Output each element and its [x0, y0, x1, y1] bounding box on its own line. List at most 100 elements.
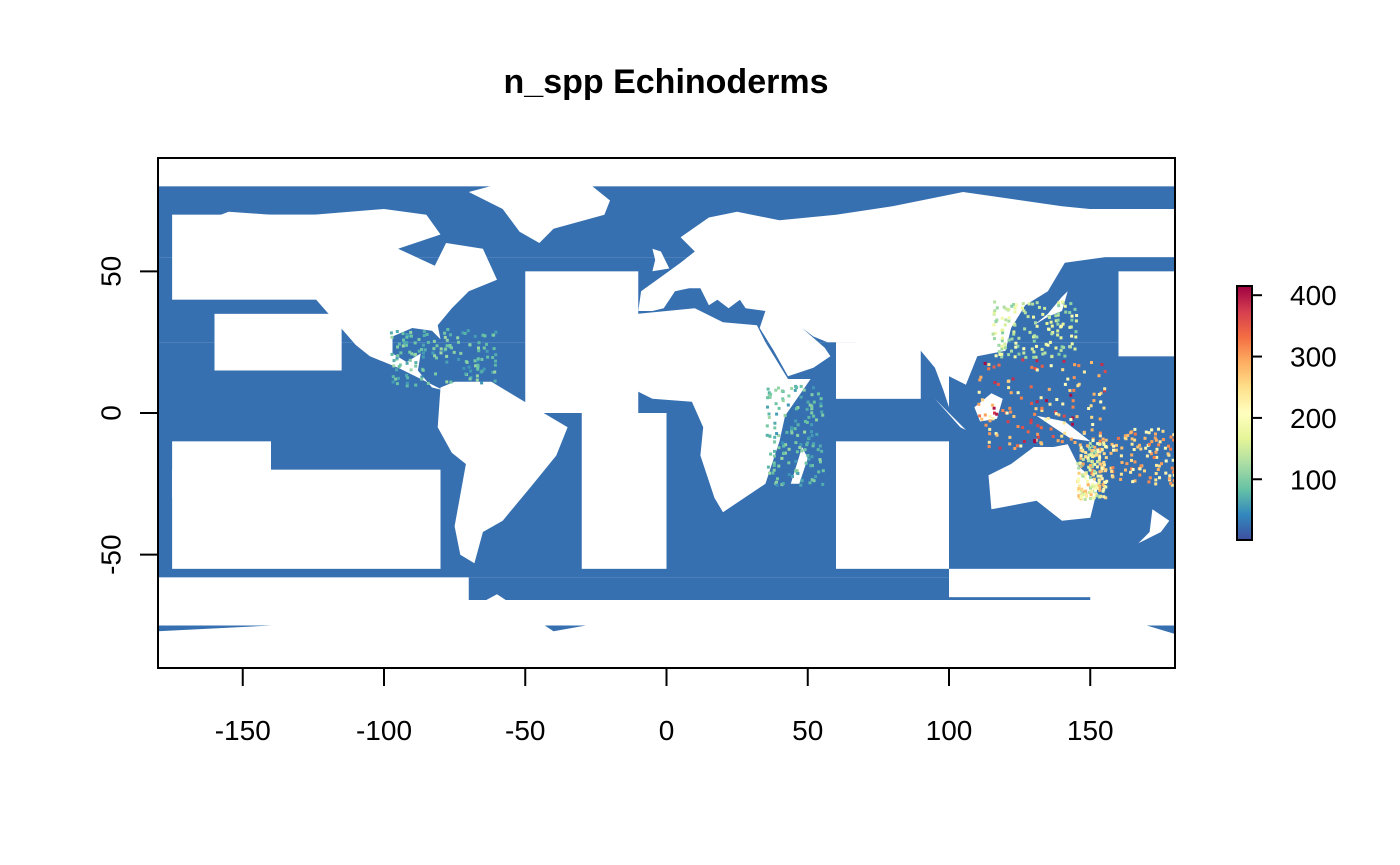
richness-cell: [1048, 402, 1052, 406]
richness-cell: [1033, 412, 1037, 416]
richness-cell: [1101, 489, 1105, 493]
richness-cell: [997, 363, 1001, 367]
richness-cell: [417, 349, 421, 353]
richness-cell: [1057, 301, 1061, 305]
richness-cell: [463, 332, 467, 335]
richness-cell: [1097, 374, 1101, 378]
richness-cell: [1098, 450, 1102, 454]
richness-cell: [1074, 319, 1078, 323]
richness-cell: [1076, 489, 1080, 493]
richness-cell: [1152, 456, 1156, 459]
richness-cell: [988, 427, 992, 431]
richness-cell: [1014, 341, 1018, 345]
richness-cell: [1167, 477, 1171, 481]
richness-cell: [803, 419, 807, 423]
richness-cell: [978, 378, 982, 382]
richness-cell: [1095, 465, 1099, 469]
richness-cell: [1084, 471, 1088, 475]
richness-cell: [810, 455, 814, 459]
richness-cell: [480, 381, 484, 385]
richness-cell: [768, 471, 771, 475]
richness-cell: [987, 367, 991, 371]
richness-cell: [389, 331, 393, 335]
richness-cell: [765, 433, 769, 437]
richness-cell: [1090, 489, 1093, 493]
richness-cell: [1130, 442, 1134, 446]
richness-cell: [1088, 441, 1092, 445]
richness-cell: [1044, 418, 1048, 422]
richness-cell: [980, 417, 984, 421]
richness-cell: [768, 395, 772, 399]
richness-cell: [1170, 483, 1174, 487]
richness-cell: [794, 469, 798, 473]
richness-cell: [781, 399, 785, 403]
richness-cell: [995, 318, 999, 322]
richness-cell: [1092, 399, 1096, 403]
richness-cell: [793, 388, 797, 392]
richness-cell: [1021, 306, 1024, 310]
richness-cell: [1088, 476, 1092, 480]
richness-cell: [1039, 441, 1043, 445]
richness-cell: [1098, 439, 1102, 443]
richness-cell: [1032, 315, 1035, 319]
richness-cell: [432, 339, 436, 343]
richness-cell: [777, 434, 781, 438]
richness-cell: [1015, 444, 1019, 448]
richness-cell: [1001, 409, 1005, 412]
richness-cell: [810, 464, 814, 468]
richness-cell: [1130, 458, 1133, 462]
richness-cell: [1064, 310, 1068, 314]
richness-cell: [1030, 347, 1034, 351]
richness-cell: [462, 367, 466, 370]
richness-cell: [481, 333, 485, 337]
richness-cell: [1083, 492, 1087, 496]
richness-cell: [1156, 468, 1160, 471]
unsampled-area: [581, 413, 667, 569]
richness-cell: [1168, 474, 1172, 478]
richness-cell: [1023, 311, 1027, 315]
richness-cell: [1080, 489, 1084, 493]
landmass-great-britain: [652, 248, 670, 272]
richness-cell: [771, 471, 775, 475]
richness-cell: [1079, 454, 1083, 458]
richness-cell: [1084, 451, 1088, 455]
richness-cell: [777, 386, 780, 390]
richness-cell: [1161, 429, 1165, 433]
richness-cell: [1090, 415, 1094, 419]
richness-cell: [1079, 448, 1083, 452]
richness-cell: [810, 407, 814, 411]
richness-cell: [980, 398, 984, 402]
richness-cell: [773, 449, 776, 453]
richness-cell: [807, 457, 811, 461]
richness-cell: [796, 423, 800, 427]
richness-cell: [1098, 447, 1102, 451]
richness-cell: [491, 356, 495, 359]
richness-cell: [394, 377, 398, 381]
richness-cell: [1098, 495, 1102, 499]
richness-cell: [1120, 446, 1124, 450]
richness-cell: [1160, 462, 1163, 466]
richness-cell: [1072, 388, 1076, 392]
richness-cell: [1090, 449, 1094, 453]
richness-cell: [1088, 468, 1092, 472]
richness-cell: [1098, 434, 1102, 438]
richness-cell: [1040, 409, 1044, 412]
richness-cell: [795, 450, 799, 454]
richness-cell: [997, 343, 1001, 347]
richness-cell: [1077, 487, 1081, 491]
richness-cell: [765, 424, 769, 428]
richness-cell: [1102, 495, 1106, 499]
richness-cell: [1012, 330, 1016, 334]
richness-cell: [798, 446, 802, 449]
richness-cell: [414, 361, 418, 365]
richness-cell: [445, 354, 449, 358]
richness-cell: [1013, 310, 1017, 314]
richness-cell: [995, 412, 999, 416]
unsampled-area: [214, 313, 342, 371]
richness-cell: [493, 379, 497, 383]
richness-cell: [1040, 347, 1044, 351]
richness-cell: [1110, 442, 1114, 446]
richness-cell: [420, 375, 424, 379]
richness-cell: [800, 479, 804, 483]
y-axis: -50 0 50: [95, 256, 159, 575]
